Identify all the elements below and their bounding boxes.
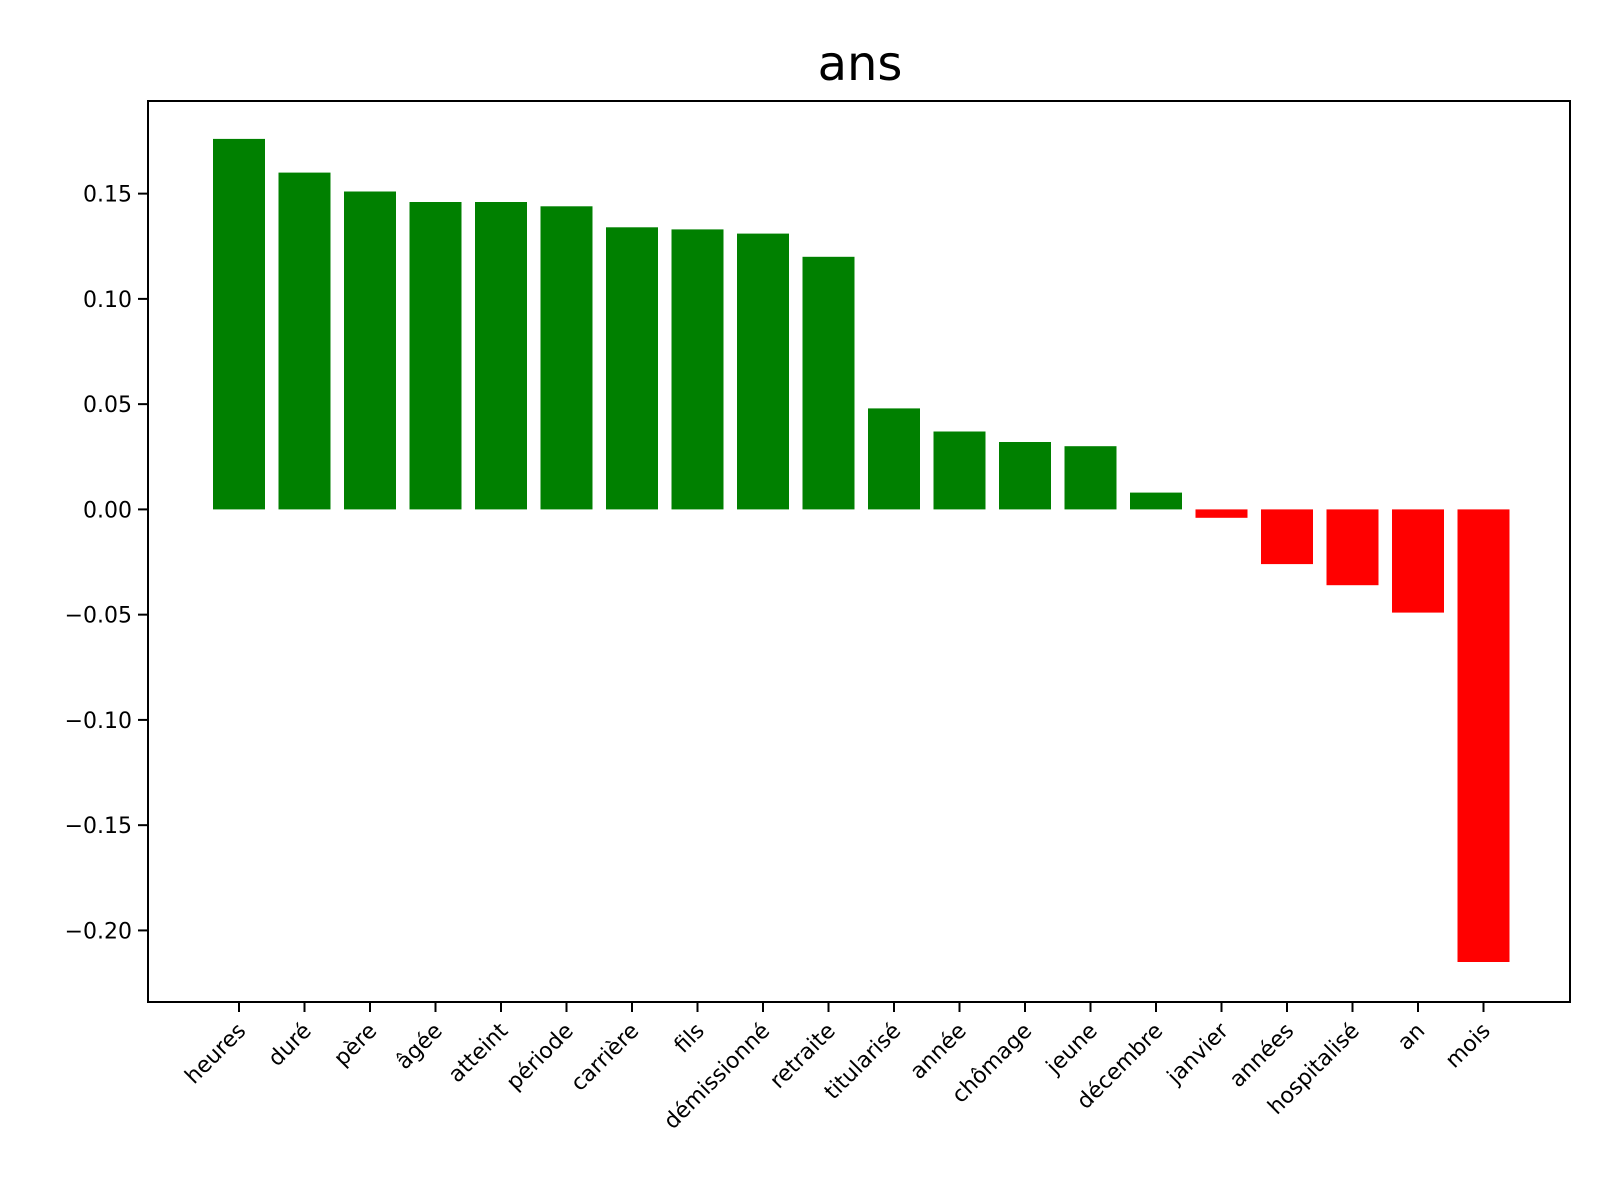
bar-âgée: [409, 202, 462, 510]
y-tick-label: 0.15: [83, 183, 132, 208]
bar-jeune: [1064, 446, 1117, 510]
bar-chômage: [999, 442, 1051, 510]
bar-père: [344, 191, 396, 510]
bar-période: [540, 206, 593, 510]
bar-heures: [213, 138, 265, 510]
bar-an: [1392, 509, 1444, 613]
y-tick-label: −0.20: [65, 919, 132, 944]
bar-fils: [671, 229, 724, 510]
x-tick-label: heures: [181, 1019, 252, 1090]
bar-duré: [278, 172, 331, 510]
y-tick-label: −0.15: [65, 814, 132, 839]
bar-années: [1261, 509, 1313, 565]
plot-frame: [147, 100, 1571, 1003]
bar-démissionné: [737, 233, 789, 510]
chart-title: ans: [818, 36, 903, 92]
y-tick-label: −0.05: [65, 604, 132, 629]
x-axis: heures duré père âgéeatteintpériodecarrière…: [181, 1002, 1496, 1135]
y-tick-label: 0.00: [83, 498, 132, 523]
x-tick-label: père: [329, 1019, 382, 1072]
bar-retraite: [802, 256, 855, 510]
y-tick-label: 0.10: [83, 288, 132, 313]
y-axis: 0.15 0.10 0.05 0.00 −0.05 −0.10 −0.15 −0.20: [65, 183, 148, 944]
x-tick-label: duré: [264, 1019, 317, 1072]
bar-mois: [1457, 509, 1510, 962]
x-tick-label: fils: [670, 1019, 710, 1059]
bar-titularisé: [868, 408, 920, 510]
bar-carrière: [606, 227, 658, 510]
bar-janvier: [1195, 509, 1248, 518]
bar-hospitalisé: [1326, 509, 1379, 586]
y-tick-label: −0.10: [65, 709, 132, 734]
x-tick-label: âgée: [392, 1019, 448, 1075]
x-tick-label: période: [502, 1019, 579, 1096]
bar-décembre: [1130, 492, 1182, 510]
x-tick-label: année: [906, 1019, 972, 1085]
bar-année: [933, 431, 986, 510]
x-tick-label: an: [1393, 1019, 1430, 1056]
bars-group: [213, 138, 1510, 962]
bar-atteint: [475, 202, 527, 510]
x-tick-label: mois: [1441, 1019, 1496, 1074]
x-tick-label: carrière: [566, 1019, 644, 1097]
y-tick-label: 0.05: [83, 393, 132, 418]
x-tick-label: jeune: [1041, 1019, 1103, 1081]
x-tick-label: janvier: [1162, 1018, 1234, 1090]
